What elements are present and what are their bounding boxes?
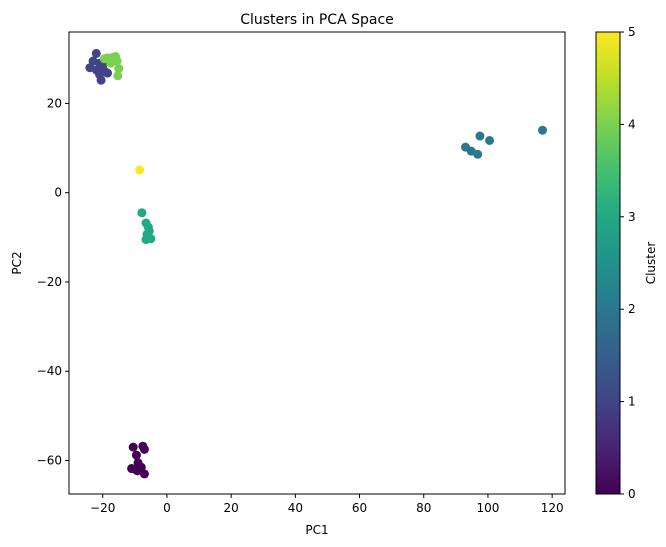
x-tick-label: 120 [541,501,564,515]
colorbar-tick-label: 1 [628,395,636,409]
data-point-cluster-4 [106,58,116,68]
data-point-cluster-0 [139,469,149,479]
y-tick-label: −60 [37,454,62,468]
data-point-cluster-1 [103,68,113,78]
data-point-cluster-0 [128,442,138,452]
y-axis-label: PC2 [10,251,24,274]
data-point-cluster-0 [132,466,142,476]
data-point-cluster-2 [538,125,548,135]
colorbar-label: Cluster [644,242,658,285]
data-point-cluster-3 [141,235,151,245]
x-axis-label: PC1 [305,523,328,537]
chart-title: Clusters in PCA Space [240,12,394,28]
colorbar-ticks: 0 1 2 3 4 5 [620,25,636,501]
x-tick-label: 80 [416,501,431,515]
colorbar-gradient [595,31,621,495]
x-tick-label: −20 [90,501,115,515]
x-tick-label: 40 [288,501,303,515]
colorbar-tick-label: 2 [628,302,636,316]
data-point-cluster-4 [114,64,124,74]
colorbar-tick-label: 0 [628,487,636,501]
data-point-cluster-2 [475,131,485,141]
data-point-cluster-0 [131,450,141,460]
colorbar: 0 1 2 3 4 5 Cluster [595,25,658,501]
data-points [85,48,548,479]
data-point-cluster-1 [96,75,106,85]
y-tick-label: 20 [47,96,62,110]
data-point-cluster-1 [91,48,101,58]
data-point-cluster-0 [139,444,149,454]
data-point-cluster-2 [485,135,495,145]
y-tick-label: −20 [37,275,62,289]
plot-area: −20 0 20 40 60 80 100 120 −60 −40 −20 0 20 [37,31,566,515]
data-point-cluster-3 [137,208,147,218]
colorbar-tick-label: 3 [628,210,636,224]
x-tick-label: 60 [352,501,367,515]
colorbar-tick-label: 5 [628,25,636,39]
plot-frame [68,31,566,495]
x-axis: −20 0 20 40 60 80 100 120 [90,494,564,515]
data-point-cluster-2 [473,149,483,159]
y-tick-label: 0 [54,186,62,200]
x-tick-label: 100 [476,501,499,515]
y-tick-label: −40 [37,364,62,378]
data-point-cluster-4 [113,71,123,81]
x-tick-label: 0 [163,501,171,515]
x-tick-label: 20 [223,501,238,515]
data-point-cluster-5 [135,165,145,175]
y-axis: −60 −40 −20 0 20 [37,96,69,468]
colorbar-tick-label: 4 [628,117,636,131]
